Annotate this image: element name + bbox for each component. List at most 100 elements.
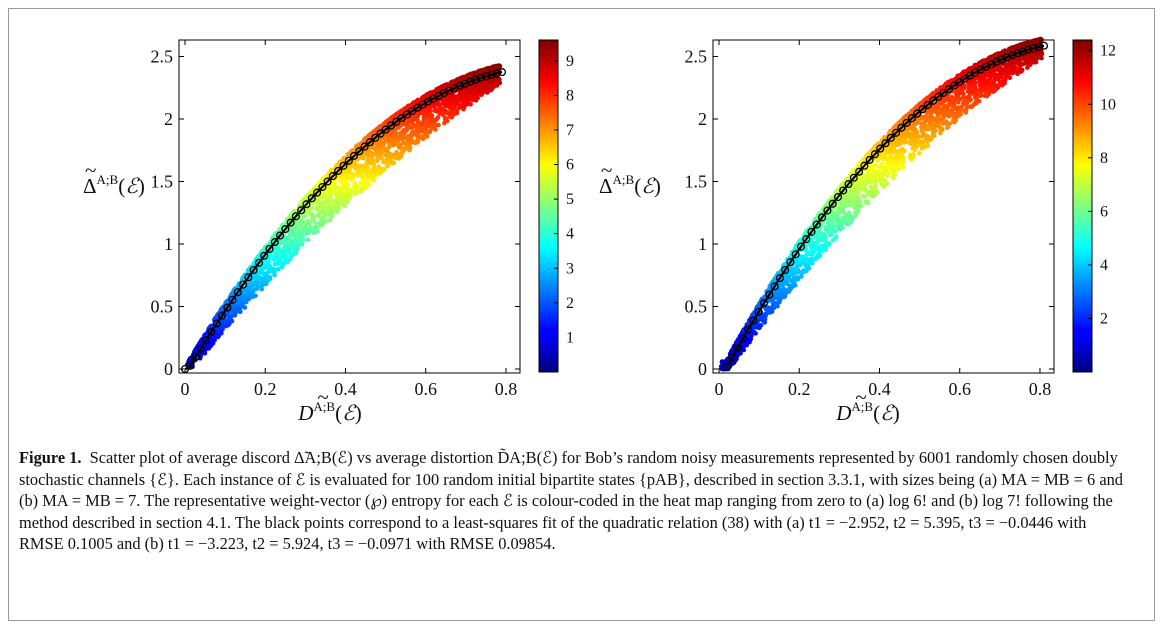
colorbar-tick-label: 5 bbox=[566, 191, 574, 208]
scatter-point bbox=[464, 87, 469, 93]
scatter-point bbox=[347, 187, 352, 192]
scatter-point bbox=[447, 110, 452, 115]
scatter-point bbox=[330, 211, 335, 216]
scatter-point bbox=[276, 246, 282, 252]
scatter-point bbox=[447, 94, 452, 100]
y-axis-label-tilde-a: ~ bbox=[85, 158, 96, 182]
scatter-point bbox=[440, 100, 446, 106]
fit-point bbox=[492, 69, 501, 78]
fit-point bbox=[233, 288, 242, 297]
scatter-point bbox=[352, 191, 358, 196]
scatter-point bbox=[770, 299, 775, 305]
fit-point bbox=[482, 72, 491, 81]
scatter-point bbox=[280, 260, 286, 266]
scatter-point bbox=[230, 310, 236, 316]
scatter-point bbox=[420, 135, 426, 140]
scatter-point bbox=[321, 210, 326, 215]
fit-point bbox=[471, 75, 480, 84]
scatter-point bbox=[826, 242, 831, 247]
scatter-point bbox=[465, 96, 470, 102]
scatter-point bbox=[794, 260, 800, 265]
scatter-point bbox=[891, 169, 896, 174]
scatter-point bbox=[338, 201, 344, 207]
scatter-point bbox=[917, 150, 922, 156]
scatter-point bbox=[292, 238, 298, 243]
colorbar-a bbox=[538, 39, 559, 373]
scatter-point bbox=[240, 276, 245, 281]
scatter-point bbox=[305, 237, 311, 243]
scatter-point bbox=[273, 261, 278, 267]
scatter-point bbox=[490, 85, 496, 91]
scatter-point bbox=[449, 79, 455, 85]
scatter-point bbox=[873, 183, 878, 189]
scatter-point bbox=[225, 320, 231, 325]
scatter-point bbox=[899, 147, 905, 153]
scatter-point bbox=[421, 111, 427, 117]
scatter-point bbox=[236, 304, 242, 310]
colorbar-tick-label: 8 bbox=[566, 87, 574, 104]
fit-point bbox=[239, 280, 248, 289]
scatter-point bbox=[336, 206, 342, 211]
scatter-point bbox=[416, 126, 421, 132]
scatter-point bbox=[297, 222, 302, 228]
scatter-point bbox=[425, 92, 430, 98]
fit-point bbox=[223, 303, 232, 312]
scatter-point bbox=[411, 139, 417, 144]
scatter-point bbox=[395, 142, 401, 148]
scatter-point bbox=[852, 194, 858, 199]
scatter-point bbox=[920, 130, 926, 136]
fit-point bbox=[249, 265, 258, 275]
scatter-point bbox=[254, 286, 260, 292]
fit-point bbox=[313, 188, 322, 197]
fit-point bbox=[291, 212, 300, 221]
scatter-point bbox=[415, 112, 421, 118]
scatter-point bbox=[415, 140, 420, 145]
fit-point bbox=[334, 166, 343, 175]
fit-point bbox=[217, 311, 227, 320]
scatter-point bbox=[262, 281, 267, 287]
scatter-point bbox=[384, 146, 390, 152]
scatter-point bbox=[237, 295, 243, 300]
scatter-point bbox=[281, 245, 287, 251]
scatter-point bbox=[289, 244, 295, 249]
scatter-point bbox=[392, 132, 398, 138]
y-tick-label: 0 bbox=[164, 359, 173, 379]
scatter-point bbox=[324, 188, 330, 193]
scatter-point bbox=[335, 209, 340, 215]
scatter-point bbox=[908, 152, 913, 158]
scatter-point bbox=[919, 124, 924, 130]
scatter-point bbox=[464, 73, 469, 79]
colorbar-tick-label: 9 bbox=[566, 53, 574, 70]
scatter-point bbox=[425, 107, 431, 112]
scatter-point bbox=[210, 340, 216, 346]
scatter-point bbox=[464, 102, 469, 107]
scatter-point bbox=[455, 101, 461, 107]
scatter-point bbox=[997, 81, 1002, 87]
scatter-point bbox=[351, 148, 356, 153]
scatter-point bbox=[325, 199, 331, 205]
scatter-point bbox=[956, 99, 961, 105]
colorbar-tick-label: 6 bbox=[566, 157, 574, 174]
fit-point bbox=[212, 319, 221, 328]
scatter-point bbox=[888, 154, 894, 159]
fit-point bbox=[191, 353, 200, 362]
scatter-point bbox=[383, 158, 389, 164]
scatter-point bbox=[327, 194, 333, 199]
scatter-point bbox=[824, 228, 830, 234]
scatter-point bbox=[937, 124, 942, 129]
scatter-point bbox=[480, 83, 486, 89]
scatter-point bbox=[202, 351, 208, 356]
x-tick-label: 0.2 bbox=[254, 379, 277, 399]
fit-point bbox=[455, 81, 464, 90]
scatter-point bbox=[754, 324, 760, 330]
scatter-point bbox=[388, 158, 393, 163]
scatter-point bbox=[265, 278, 270, 284]
scatter-point bbox=[421, 94, 426, 100]
scatter-point bbox=[283, 253, 289, 259]
x-tick-label: 0.6 bbox=[414, 379, 437, 399]
scatter-point bbox=[260, 278, 266, 283]
scatter-point bbox=[215, 334, 221, 340]
figure-plots: 0 0.2 0.4 0.6 0.8 00.511.522.5 DA;B(ℰ) ~ ΔA;… bbox=[83, 36, 1116, 425]
scatter-point bbox=[288, 251, 293, 256]
scatter-point bbox=[264, 275, 270, 280]
